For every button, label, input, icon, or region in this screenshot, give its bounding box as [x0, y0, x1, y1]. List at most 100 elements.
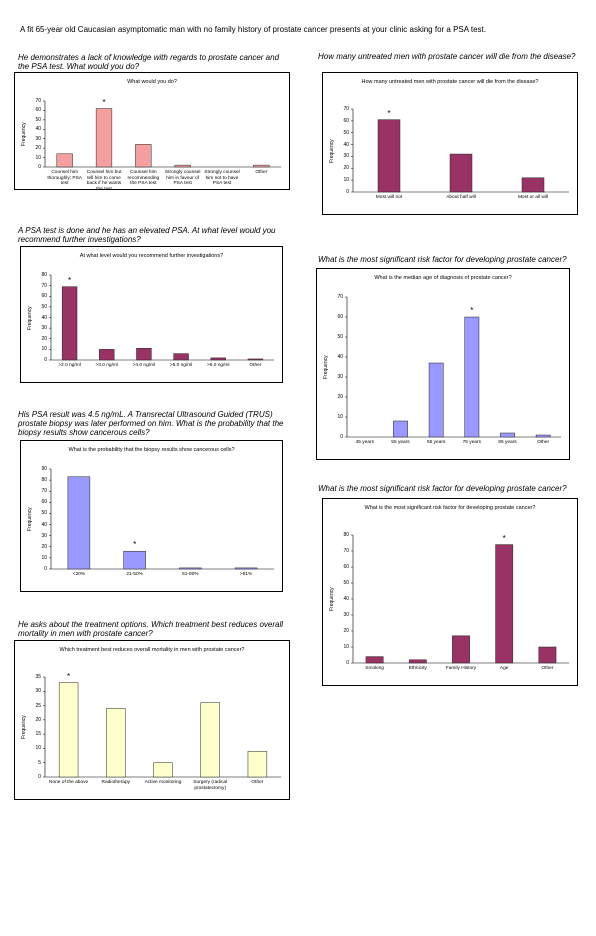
bar: [428, 362, 444, 438]
x-tick-label: >81%: [239, 572, 253, 577]
y-tick-label: 60: [35, 107, 41, 114]
question: He asks about the treatment options. Whi…: [18, 620, 284, 638]
y-tick-label: 30: [35, 135, 41, 142]
annotation: *: [502, 533, 506, 543]
x-tick-label: 55 years: [391, 440, 410, 445]
x-tick-label: 85 years: [498, 440, 517, 445]
chart-box: What would you do? Frequency 0 10 20 30 40 50 60…: [14, 72, 290, 192]
y-tick-label: 40: [41, 314, 47, 321]
intro: A fit 65-year old Caucasian asymptomatic…: [20, 25, 486, 34]
x-tick-label: Other: [251, 780, 264, 785]
chart-title: At what level would you recommend furthe…: [79, 253, 224, 259]
bar: [135, 144, 152, 168]
y-tick-label: 50: [35, 116, 41, 123]
y-tick-label: 10: [35, 154, 41, 161]
bar: [173, 353, 189, 361]
y-tick-label: 20: [41, 335, 47, 342]
annotation: *: [68, 275, 72, 285]
y-tick-label: 50: [41, 303, 47, 310]
annotation: *: [133, 540, 137, 550]
bar: [179, 567, 202, 570]
x-tick-label: About half will: [446, 195, 476, 200]
y-tick-label: 25: [35, 702, 41, 709]
bar: [449, 153, 473, 193]
y-tick-label: 40: [41, 521, 47, 528]
y-tick-label: 50: [41, 510, 47, 517]
y-tick-label: 40: [337, 354, 343, 360]
question: What is the most significant risk factor…: [318, 255, 567, 264]
bar: [210, 357, 226, 361]
y-tick-label: 60: [337, 314, 343, 320]
x-tick-label: Most will not: [375, 195, 403, 200]
bar: [495, 544, 514, 664]
bar: [377, 119, 401, 193]
y-tick-label: 70: [41, 282, 47, 289]
y-tick-label: 50: [343, 580, 349, 586]
chart: [49, 274, 274, 361]
annotation: *: [470, 306, 474, 315]
annotation: *: [102, 97, 106, 107]
y-tick-label: 30: [35, 688, 41, 695]
y-tick-label: 80: [41, 477, 47, 484]
bar: [56, 153, 73, 168]
x-tick-label: 21-50%: [126, 572, 143, 577]
y-tick-label: 0: [340, 434, 343, 440]
y-tick-label: 10: [343, 177, 349, 184]
y-tick-label: 30: [337, 374, 343, 380]
bar: [535, 434, 551, 438]
y-tick-label: 20: [343, 165, 349, 172]
y-tick-label: 50: [337, 334, 343, 340]
bar: [99, 349, 115, 361]
y-tick-label: 15: [35, 731, 41, 738]
x-tick-label: Most or all will: [517, 195, 549, 200]
x-tick-label: 65 years: [426, 440, 446, 445]
x-tick-label: 45 years: [355, 440, 375, 445]
y-tick-label: 70: [337, 294, 343, 300]
bar: [61, 286, 78, 361]
x-tick-label: Surgery (radical prostatectomy): [193, 780, 228, 791]
x-tick-label: Smoking: [365, 666, 384, 671]
y-tick-label: 60: [343, 564, 349, 570]
y-tick-label: 70: [41, 488, 47, 495]
y-tick-label: 80: [343, 532, 349, 538]
chart-box: What is the probability that the biopsy …: [20, 440, 283, 592]
question: What is the most significant risk factor…: [318, 484, 567, 493]
y-tick-label: 40: [35, 126, 41, 133]
y-tick-label: 30: [41, 532, 47, 539]
y-tick-label: 90: [41, 466, 47, 472]
y-tick-label: 10: [41, 554, 47, 561]
x-tick-label: Family History: [445, 666, 477, 671]
chart-title: What is the most significant risk factor…: [364, 505, 536, 511]
bar: [500, 432, 515, 438]
chart-title: Which treatment best reduces overall mor…: [59, 647, 245, 653]
chart: [43, 676, 281, 778]
question: A PSA test is done and he has an elevate…: [18, 226, 276, 244]
bar: [174, 164, 191, 168]
x-tick-label: >4.0 ng/ml: [132, 363, 156, 368]
x-tick-label: Other: [541, 666, 554, 671]
y-tick-label: 0: [346, 189, 349, 195]
y-tick-label: 10: [337, 414, 343, 420]
y-tick-label: 60: [41, 499, 47, 506]
chart: [351, 108, 569, 193]
question: His PSA result was 4.5 ng/mL. A Transrec…: [18, 410, 284, 437]
x-tick-label: Other: [537, 440, 550, 445]
y-tick-label: 0: [38, 774, 41, 780]
x-tick-label: 51-80%: [182, 572, 199, 577]
y-tick-label: 30: [343, 612, 349, 618]
bar: [538, 646, 557, 664]
chart-title: What would you do?: [127, 79, 177, 85]
bar: [408, 659, 427, 664]
chart-box: At what level would you recommend furthe…: [20, 246, 283, 383]
chart-box: What is the most significant risk factor…: [322, 498, 578, 686]
chart: [351, 534, 569, 664]
x-tick-label: >2.0 ng/ml: [58, 363, 81, 368]
bar: [253, 164, 270, 168]
y-tick-label: 5: [38, 759, 41, 766]
x-tick-label: Ethnicity: [408, 666, 427, 671]
bar: [153, 762, 173, 778]
y-tick-label: 20: [35, 716, 41, 723]
question: He demonstrates a lack of knowledge with…: [18, 53, 280, 71]
x-tick-label: Strongly counsel him not to have PSA tes…: [204, 170, 240, 186]
x-tick-label: Other: [255, 170, 268, 175]
